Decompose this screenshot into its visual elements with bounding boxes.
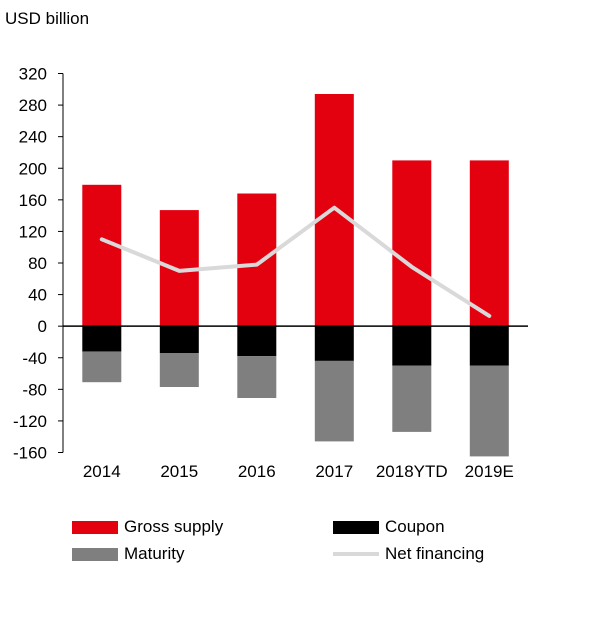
bar-maturity-2019e	[469, 365, 509, 457]
x-tick-label: 2014	[83, 462, 121, 481]
y-axis-title: USD billion	[5, 9, 89, 28]
bar-maturity-2017	[314, 360, 354, 442]
bar-gross-supply-2016	[237, 193, 277, 327]
bar-gross-supply-2018ytd	[392, 160, 432, 327]
bar-maturity-2018ytd	[392, 365, 432, 432]
bar-coupon-2014	[82, 326, 122, 352]
net-financing-line-group	[99, 205, 492, 318]
legend-swatch-coupon	[333, 520, 379, 534]
bar-coupon-2018ytd	[392, 326, 432, 366]
y-tick-label: 120	[19, 222, 47, 241]
x-tick-label: 2015	[160, 462, 198, 481]
y-tick-label: 40	[28, 286, 47, 305]
bar-maturity-2014	[82, 351, 122, 383]
bar-gross-supply-2014	[82, 184, 122, 327]
series-line-net-financing	[99, 205, 492, 318]
legend-label-coupon: Coupon	[385, 517, 445, 536]
legend-item-maturity: Maturity	[72, 544, 184, 564]
bar-coupon-2015	[159, 326, 199, 353]
y-tick-label: -40	[22, 349, 47, 368]
x-tick-label: 2016	[238, 462, 276, 481]
bar-coupon-2016	[237, 326, 277, 357]
legend-item-coupon: Coupon	[333, 517, 445, 537]
y-tick-label: 80	[28, 254, 47, 273]
bars-group	[82, 94, 509, 457]
bar-gross-supply-2019e	[469, 160, 509, 327]
legend-label-net-financing: Net financing	[385, 544, 485, 563]
bar-coupon-2019e	[469, 326, 509, 366]
legend-swatch-gross-supply	[72, 520, 118, 534]
y-tick-label: -120	[13, 412, 47, 431]
bar-maturity-2016	[237, 356, 277, 398]
y-tick-label: 0	[38, 317, 47, 336]
y-tick-label: 320	[19, 65, 47, 84]
legend-item-gross-supply: Gross supply	[72, 517, 223, 537]
legend-label-gross-supply: Gross supply	[124, 517, 224, 536]
x-tick-label: 2017	[315, 462, 353, 481]
bar-coupon-2017	[314, 326, 354, 361]
y-tick-label: -80	[22, 380, 47, 399]
y-tick-label: 160	[19, 191, 47, 210]
legend-item-net-financing: Net financing	[333, 544, 484, 564]
axes-group: 320 280 240 200 160 120 80 40 0 -40 -80 -120 -160 201…	[13, 65, 528, 481]
y-tick-label: 200	[19, 159, 47, 178]
legend-swatch-net-financing	[333, 552, 379, 556]
y-tick-label: 240	[19, 128, 47, 147]
x-tick-label: 2019E	[465, 462, 514, 481]
bar-maturity-2015	[159, 353, 199, 387]
legend-label-maturity: Maturity	[124, 544, 185, 563]
legend-swatch-maturity	[72, 547, 118, 561]
y-tick-label: 280	[19, 96, 47, 115]
y-tick-label: -160	[13, 444, 47, 463]
x-tick-label: 2018YTD	[376, 462, 448, 481]
